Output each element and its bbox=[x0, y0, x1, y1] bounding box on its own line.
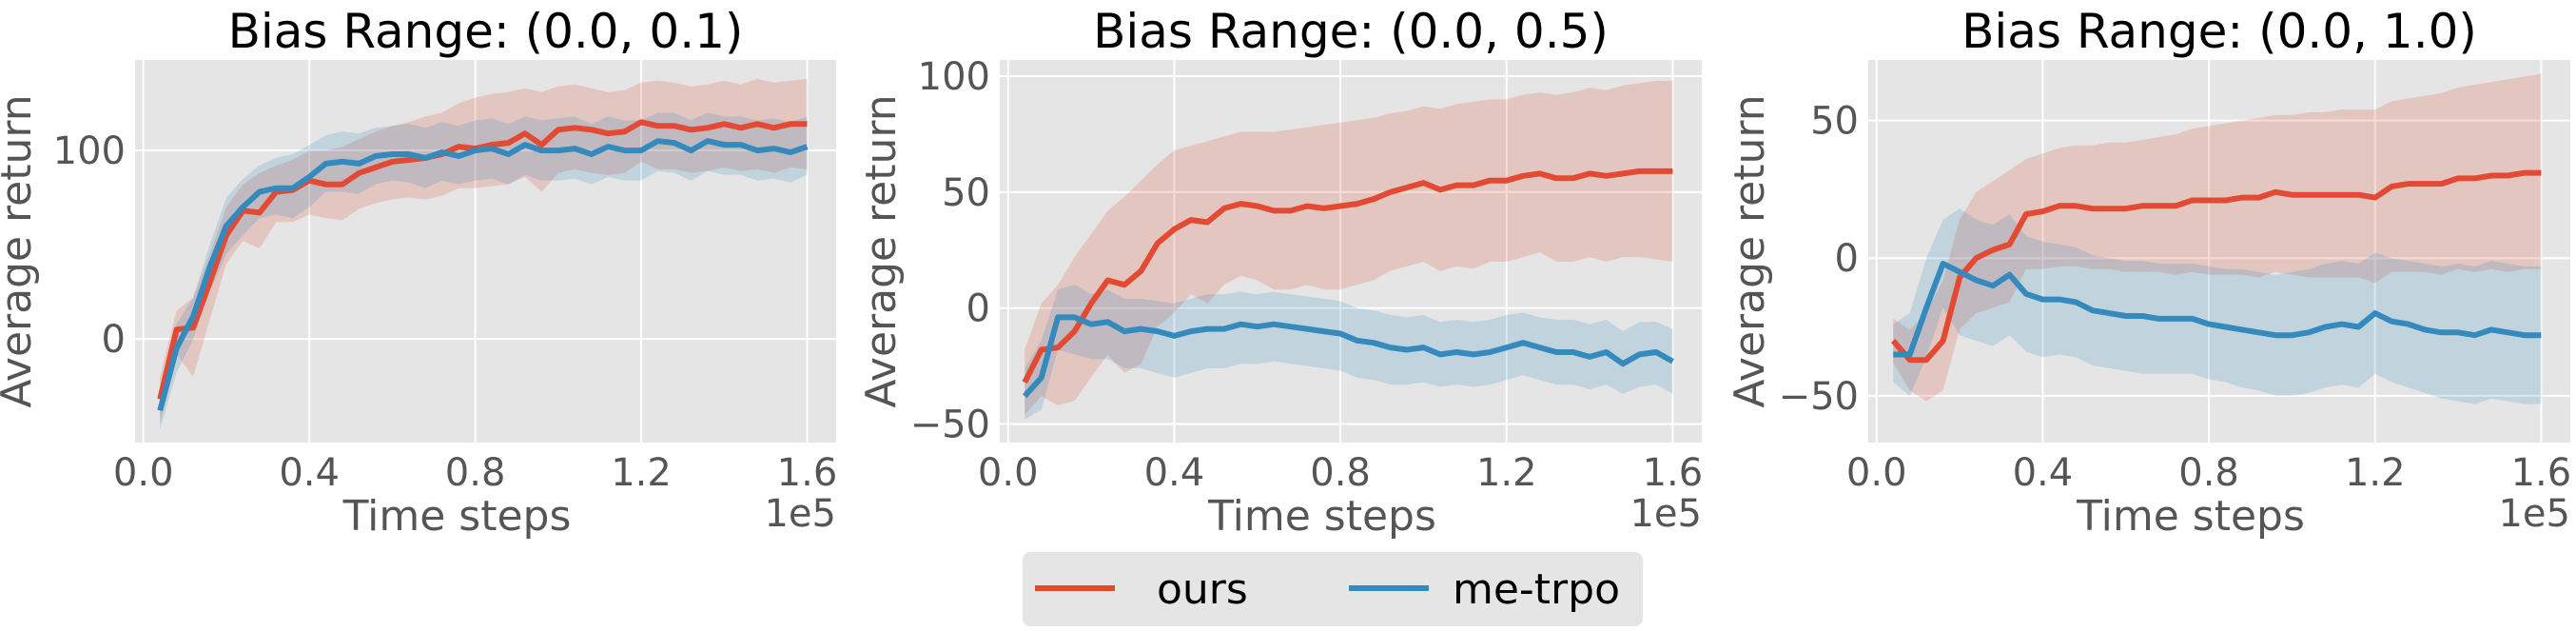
y-tick-label: 50 bbox=[1810, 100, 1859, 144]
band-me-trpo bbox=[160, 112, 808, 430]
x-tick-label: 1.6 bbox=[2511, 451, 2572, 495]
x-tick-label: 1.6 bbox=[1643, 451, 1704, 495]
y-tick-label: 0 bbox=[1835, 237, 1859, 281]
x-tick-label: 1.2 bbox=[611, 451, 672, 495]
legend-label-ours: ours bbox=[1157, 565, 1248, 614]
y-tick-label: 0 bbox=[966, 287, 990, 331]
y-tick-label: 50 bbox=[942, 171, 990, 215]
x-offset-label: 1e5 bbox=[1630, 492, 1702, 536]
x-tick-label: 1.6 bbox=[777, 451, 838, 495]
legend: ours me-trpo bbox=[1023, 552, 1643, 626]
y-axis-label: Average return bbox=[1726, 94, 1774, 407]
y-tick-label: 100 bbox=[53, 129, 126, 173]
legend-label-me-trpo: me-trpo bbox=[1453, 565, 1620, 614]
x-tick-label: 0.0 bbox=[978, 451, 1039, 495]
x-axis-label: Time steps bbox=[1207, 492, 1436, 541]
band-ours bbox=[1025, 80, 1673, 415]
chart-title: Bias Range: (0.0, 0.5) bbox=[1093, 4, 1609, 59]
y-axis-label: Average return bbox=[857, 94, 906, 407]
x-axis-label: Time steps bbox=[342, 492, 572, 541]
chart-title: Bias Range: (0.0, 1.0) bbox=[1961, 4, 2477, 59]
line-me-trpo bbox=[1022, 314, 1674, 399]
line-me-trpo bbox=[157, 138, 809, 412]
band-ours bbox=[1893, 73, 2542, 402]
line-me-trpo bbox=[1893, 261, 2542, 358]
y-tick-label: 0 bbox=[102, 318, 126, 362]
line-ours bbox=[1022, 168, 1673, 385]
chart-title: Bias Range: (0.0, 0.1) bbox=[228, 4, 744, 59]
plot-area bbox=[1000, 60, 1702, 443]
y-tick-label: −50 bbox=[910, 404, 990, 447]
chart-panel-3: 0.0 0.4 0.8 1.2 1.6 −50 0 50 Bias Range: (0.0, 1… bbox=[1726, 4, 2571, 541]
y-tick-label: −50 bbox=[1779, 375, 1859, 419]
x-tick-label: 1.2 bbox=[1476, 451, 1537, 495]
x-tick-label: 1.2 bbox=[2345, 451, 2406, 495]
x-tick-label: 0.4 bbox=[2013, 451, 2074, 495]
chart-panel-2: 0.0 0.4 0.8 1.2 1.6 −50 0 50 100 Bias Range: (0.0… bbox=[857, 4, 1703, 541]
band-me-trpo bbox=[1893, 208, 2542, 404]
x-tick-label: 0.8 bbox=[2178, 451, 2239, 495]
band-me-trpo bbox=[1025, 285, 1673, 420]
x-offset-label: 1e5 bbox=[2498, 492, 2570, 536]
x-tick-label: 0.0 bbox=[1846, 451, 1907, 495]
line-ours bbox=[1890, 169, 2542, 364]
x-axis-label: Time steps bbox=[2076, 492, 2305, 541]
x-tick-label: 0.8 bbox=[1310, 451, 1371, 495]
y-axis-label: Average return bbox=[0, 94, 41, 407]
x-tick-label: 0.4 bbox=[279, 451, 340, 495]
x-tick-label: 0.8 bbox=[445, 451, 506, 495]
legend-frame bbox=[1023, 552, 1643, 626]
x-tick-label: 0.4 bbox=[1144, 451, 1205, 495]
x-tick-label: 0.0 bbox=[113, 451, 174, 495]
x-offset-label: 1e5 bbox=[764, 492, 836, 536]
y-tick-label: 100 bbox=[918, 55, 990, 99]
chart-panel-1: 0.0 0.4 0.8 1.2 1.6 0 100 Bias Range: (0.0, 0.1… bbox=[0, 4, 837, 541]
